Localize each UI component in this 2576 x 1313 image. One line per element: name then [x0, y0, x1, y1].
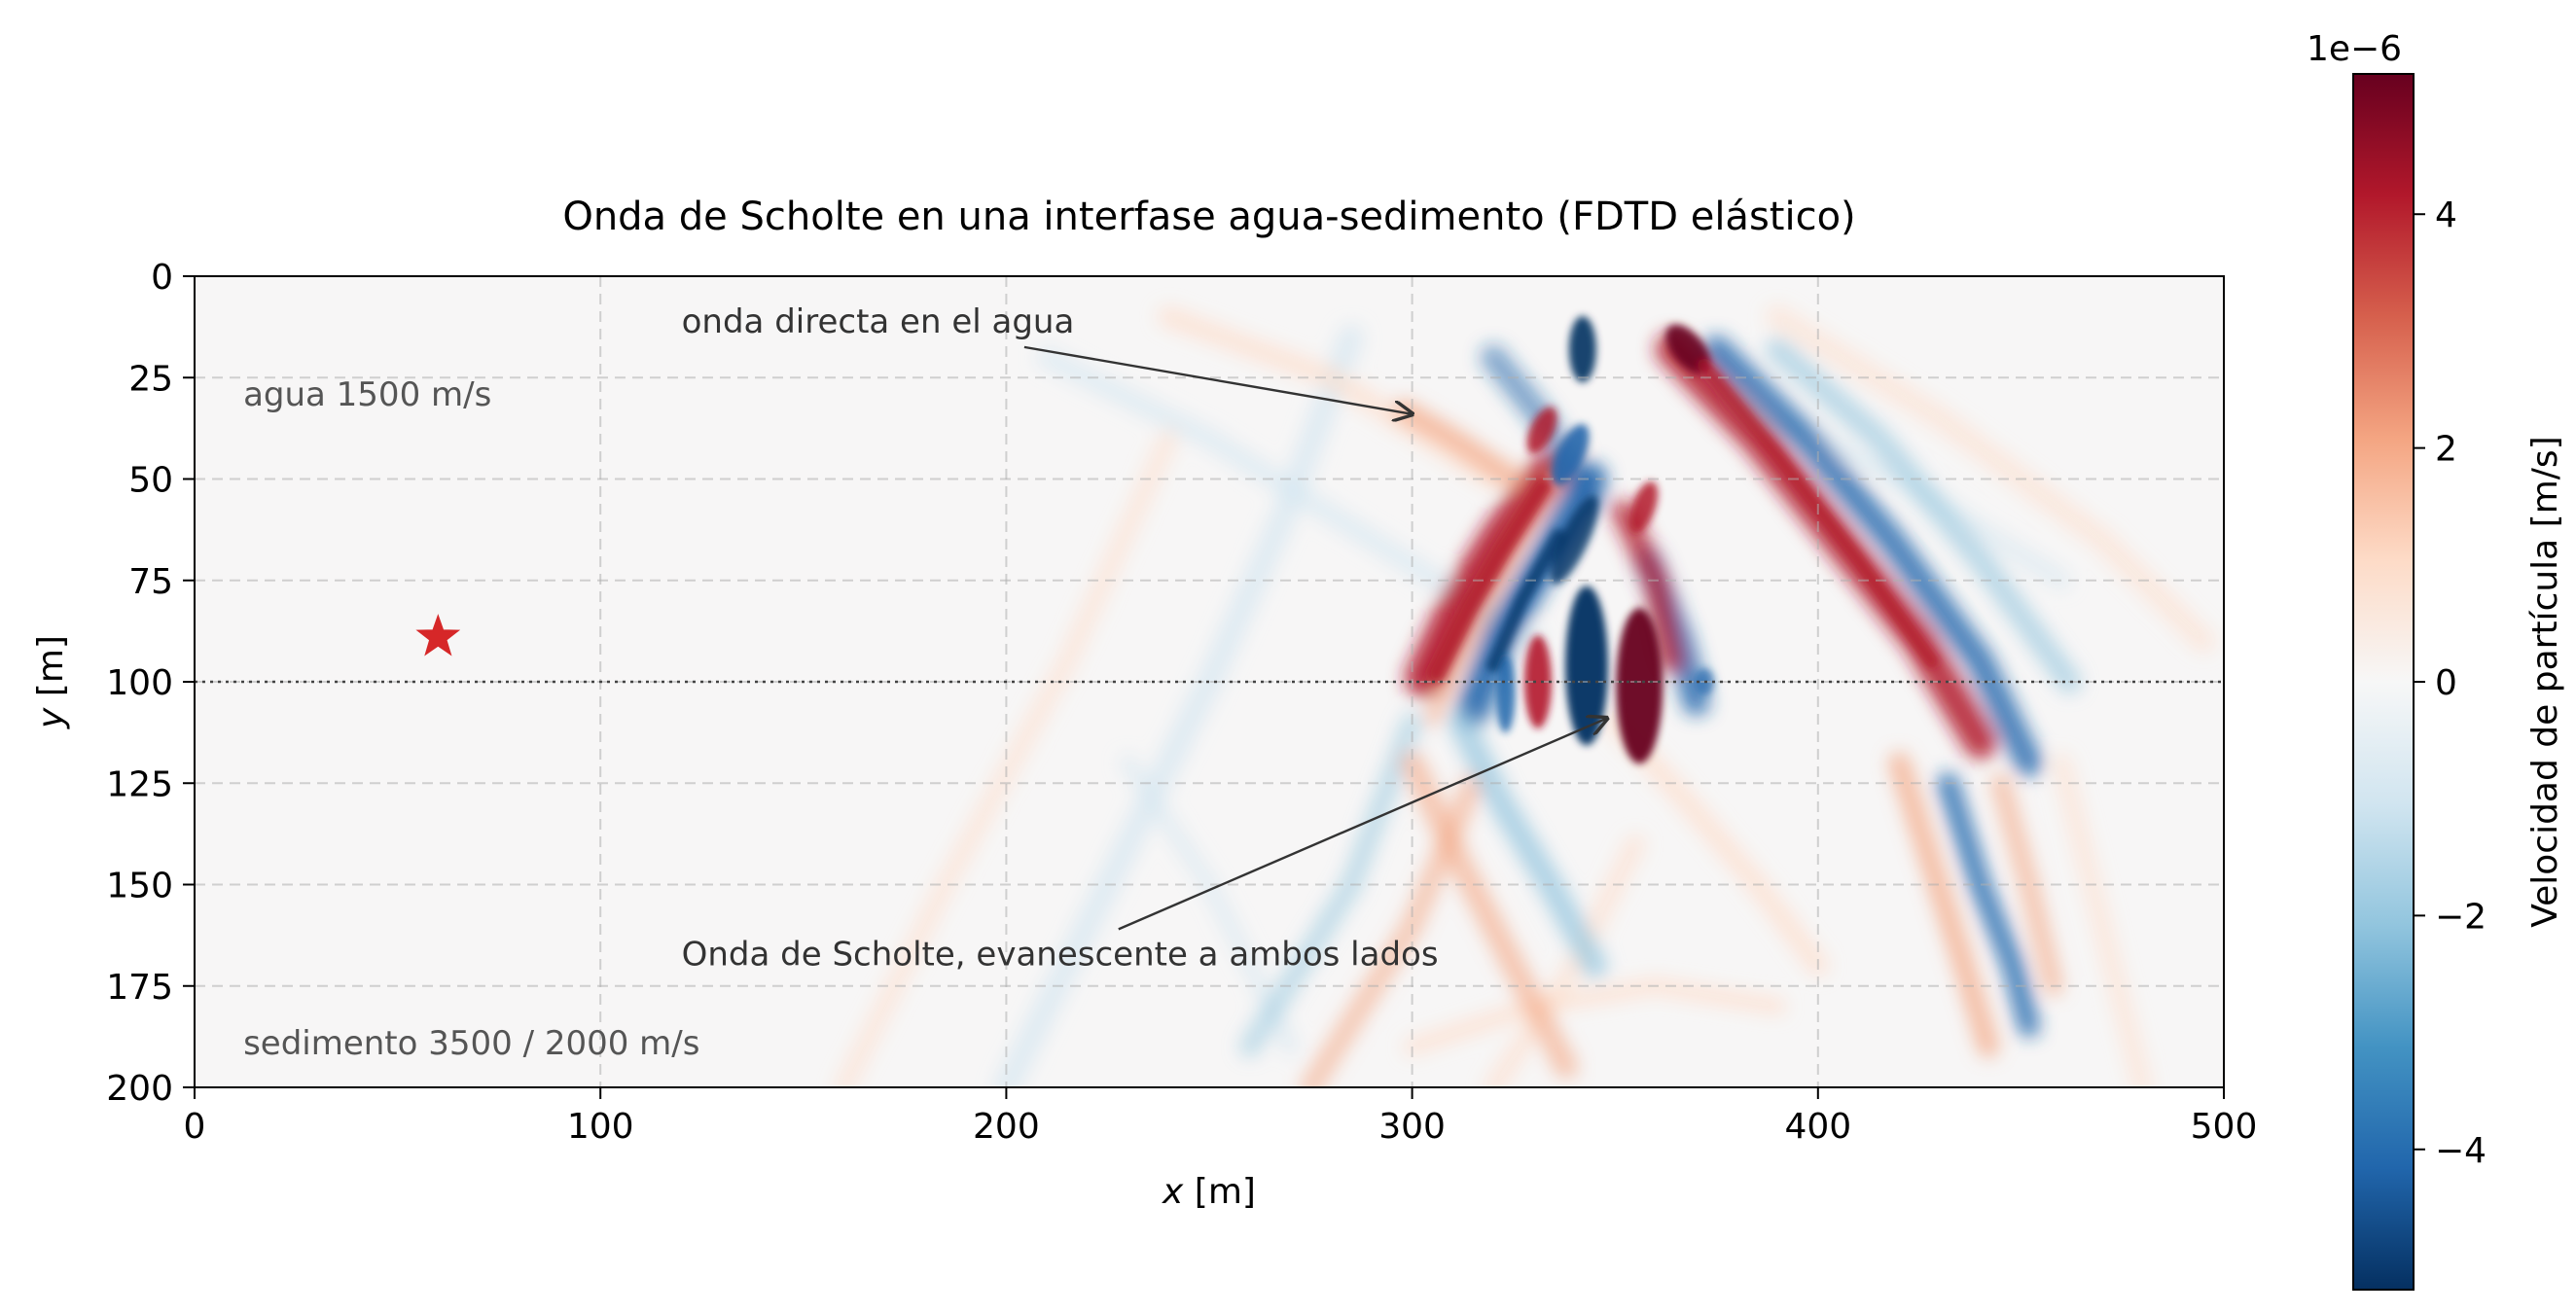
colorbar-label: Velocidad de partícula [m/s]: [2525, 436, 2565, 927]
y-tick-label: 200: [106, 1069, 173, 1109]
region-label: sedimento 3500 / 2000 m/s: [243, 1024, 699, 1063]
y-tick-label: 75: [128, 562, 173, 602]
colorbar-tick-label: 2: [2435, 430, 2457, 470]
y-tick-label: 150: [106, 867, 173, 906]
annotation-text: Onda de Scholte, evanescente a ambos lad…: [682, 935, 1439, 974]
annotation-arrow: [1023, 345, 1413, 414]
y-tick-label: 100: [106, 663, 173, 703]
colorbar: −4 −2 0 2 4 1e−6 Velocidad de partícula [m/s…: [2307, 29, 2565, 1291]
x-tick-label: 400: [1784, 1107, 1851, 1147]
x-tick-label: 500: [2191, 1107, 2258, 1147]
colorbar-tick-label: −2: [2435, 897, 2487, 937]
x-tick-label: 300: [1378, 1107, 1446, 1147]
colorbar-offset-text: 1e−6: [2307, 29, 2402, 69]
chart-title: Onda de Scholte en una interfase agua-se…: [562, 195, 1855, 239]
annotation-arrow: [1118, 719, 1607, 931]
colorbar-tick-label: 4: [2435, 195, 2457, 235]
y-axis-label: y [m]: [31, 635, 71, 729]
y-axis: 0 25 50 75 100 125 150 175 200: [106, 258, 195, 1109]
colorbar-gradient: [2353, 74, 2414, 1290]
y-tick-label: 175: [106, 968, 173, 1008]
y-tick-label: 125: [106, 764, 173, 804]
colorbar-tick-label: 0: [2435, 663, 2457, 703]
y-tick-label: 50: [128, 461, 173, 501]
colorbar-tick-label: −4: [2435, 1131, 2487, 1171]
y-tick-label: 25: [128, 359, 173, 399]
source-star-marker: [415, 614, 461, 656]
region-label: agua 1500 m/s: [243, 375, 491, 414]
x-tick-label: 200: [973, 1107, 1040, 1147]
x-tick-label: 100: [567, 1107, 634, 1147]
x-axis-label: x [m]: [1162, 1172, 1256, 1212]
x-tick-label: 0: [184, 1107, 206, 1147]
x-axis: 0 100 200 300 400 500: [184, 1087, 2258, 1147]
annotation-text: onda directa en el agua: [682, 302, 1075, 341]
y-tick-label: 0: [151, 258, 173, 298]
